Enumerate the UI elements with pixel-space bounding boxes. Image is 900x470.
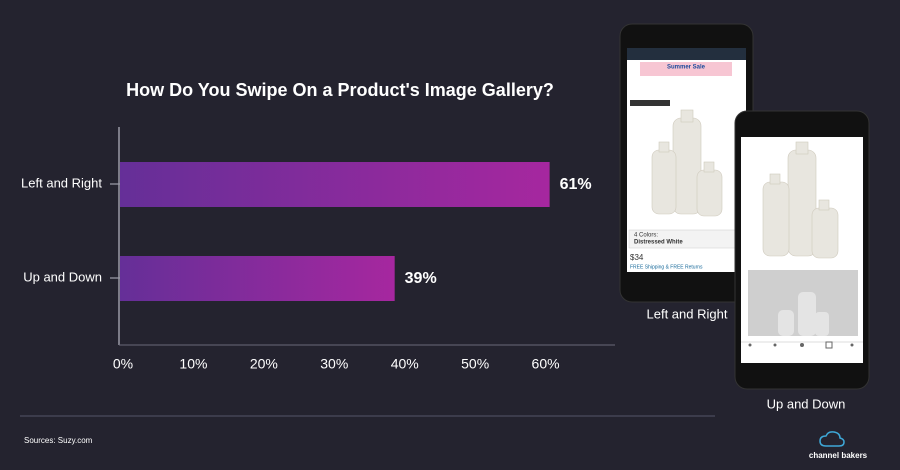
y-tick-label: Left and Right [21,175,102,190]
x-tick-label: 30% [320,356,348,372]
colors-text: 4 Colors: [634,233,658,239]
price: $34 [630,253,644,262]
phone-caption: Up and Down [767,396,846,411]
phone-caption: Left and Right [647,306,728,321]
y-tick-label: Up and Down [23,269,102,284]
sale-text: Summer Sale [667,65,706,71]
color-name: Distressed White [634,240,683,246]
x-tick-label: 50% [461,356,489,372]
value-label: 61% [560,176,592,193]
x-tick-label: 40% [391,356,419,372]
x-tick-label: 60% [532,356,560,372]
bar [120,162,550,207]
source: Sources: Suzy.com [24,436,93,445]
logo: channel bakers [809,431,868,460]
phone-up-down [734,110,870,390]
shipping: FREE Shipping & FREE Returns [630,264,703,270]
brand: channel bakers [809,451,868,460]
x-tick-label: 0% [113,356,133,372]
value-label: 39% [405,270,437,287]
bar [120,256,395,301]
chart-title: How Do You Swipe On a Product's Image Ga… [126,80,554,100]
phone-left-right: Summer Sale 4 Colors: Distressed White $… [619,23,754,303]
x-tick-label: 10% [179,356,207,372]
x-tick-label: 20% [250,356,278,372]
